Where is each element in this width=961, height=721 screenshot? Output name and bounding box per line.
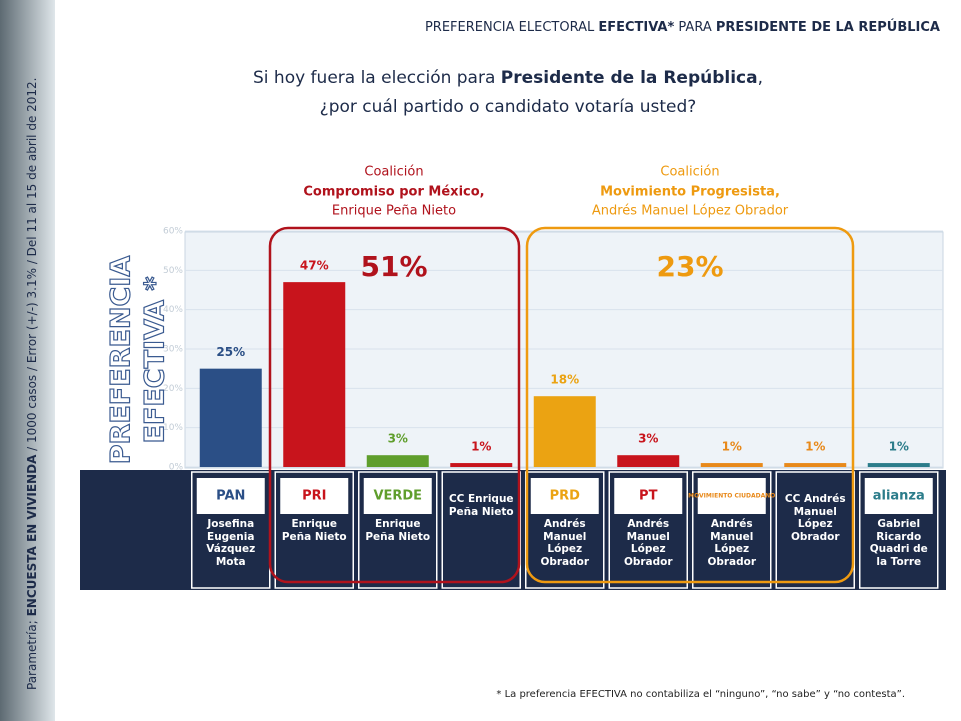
value-label: 1% (805, 440, 825, 454)
y-tick-label: 20% (163, 384, 183, 394)
candidate-name: CC Andrés Manuel López Obrador (784, 493, 846, 543)
value-label: 1% (471, 440, 491, 454)
y-tick-label: 10% (163, 423, 183, 433)
candidate-name: Andrés Manuel López Obrador (540, 518, 590, 568)
bar (700, 463, 763, 467)
value-label: 18% (550, 373, 579, 387)
y-tick-label: 30% (163, 345, 183, 355)
coalition-candidate: Andrés Manuel López Obrador (592, 204, 789, 219)
bar (617, 455, 680, 467)
party-logo (280, 478, 349, 514)
coalition-box (268, 226, 521, 584)
party-logo (864, 478, 933, 514)
bar (283, 282, 346, 467)
candidate-name: Enrique Peña Nieto (281, 518, 347, 543)
coalition-label: Coalición (364, 165, 423, 180)
cell (775, 471, 855, 589)
value-label: 3% (388, 432, 408, 446)
value-label: 25% (216, 345, 245, 359)
y-axis-label: EFECTIVA * (140, 276, 171, 443)
coalition-total: 23% (656, 250, 723, 283)
candidate-name: Gabriel Ricardo Quadri de la Torre (869, 518, 928, 568)
cell (441, 471, 521, 589)
candidate-name: Enrique Peña Nieto (365, 518, 431, 543)
value-label: 1% (722, 440, 742, 454)
bar (450, 463, 513, 467)
value-label: 3% (638, 432, 658, 446)
bar (533, 396, 596, 467)
y-axis-label: PREFERENCIA (106, 256, 137, 465)
question: ¿por cuál partido o candidato votaría us… (320, 97, 697, 117)
party-logo (196, 478, 265, 514)
party-label: MOVIMIENTO CIUDADANO (688, 493, 775, 500)
coalition-candidate: Enrique Peña Nieto (332, 204, 456, 219)
bar (366, 455, 429, 467)
y-tick-label: 60% (163, 227, 183, 237)
party-label: PT (639, 489, 658, 504)
party-label: PRI (302, 489, 326, 504)
coalition-name: Compromiso por México, (303, 185, 484, 200)
coalition-total: 51% (360, 250, 427, 283)
party-logo (614, 478, 683, 514)
y-tick-label: 0% (169, 463, 184, 473)
candidate-name: Josefina Eugenia Vázquez Mota (206, 518, 256, 568)
coalition-label: Coalición (660, 165, 719, 180)
value-label: 47% (300, 259, 329, 273)
coalition-name: Movimiento Progresista, (600, 185, 780, 200)
y-tick-label: 50% (163, 266, 183, 276)
party-label: PAN (216, 489, 245, 504)
party-label: alianza (873, 489, 925, 504)
footnote: * La preferencia EFECTIVA no contabiliza… (496, 689, 905, 700)
coalition-box (525, 226, 855, 584)
candidate-name: CC Enrique Peña Nieto (448, 493, 514, 518)
party-label: VERDE (373, 489, 422, 504)
side-note: Parametría; ENCUESTA EN VIVIENDA / 1000 … (25, 78, 39, 691)
header: PREFERENCIA ELECTORAL EFECTIVA* PARA PRE… (425, 19, 940, 35)
y-tick-label: 40% (163, 305, 183, 315)
question: Si hoy fuera la elección para Presidente… (253, 68, 763, 88)
side-band (0, 0, 55, 721)
value-label: 1% (889, 440, 909, 454)
party-logo (530, 478, 599, 514)
candidate-name: Andrés Manuel López Obrador (623, 518, 673, 568)
bar (784, 463, 847, 467)
party-logo (363, 478, 432, 514)
candidate-name: Andrés Manuel López Obrador (707, 518, 757, 568)
bar (199, 368, 262, 467)
party-logo (697, 478, 766, 514)
party-label: PRD (550, 489, 581, 504)
bar (867, 463, 930, 467)
